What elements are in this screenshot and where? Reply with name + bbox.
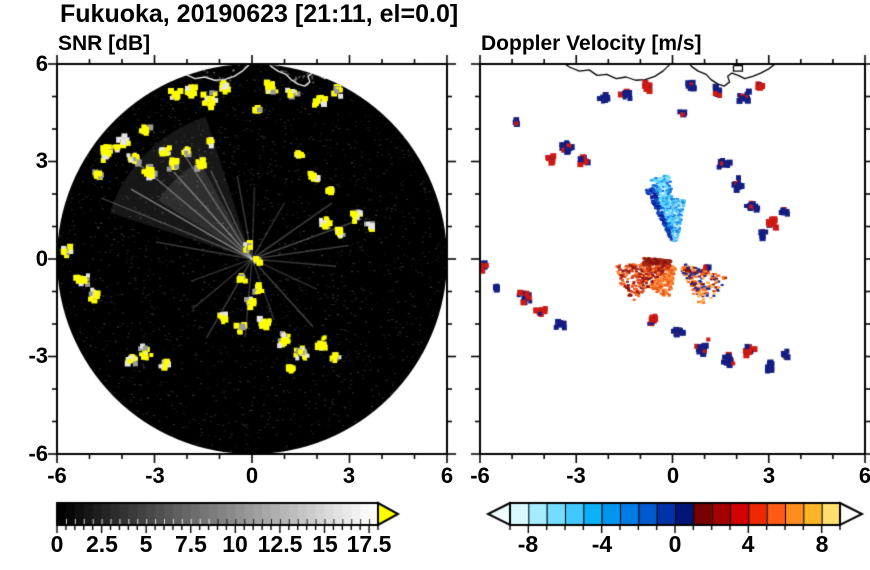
x-tick-label: 0 (245, 463, 259, 488)
y-tick-label: 3 (35, 148, 48, 173)
x-tick-label: -3 (145, 463, 165, 488)
velocity-panel-title: Doppler Velocity [m/s] (481, 32, 702, 55)
x-tick-label: -3 (566, 463, 586, 488)
snr-colorbar-label: 2.5 (86, 531, 118, 557)
velocity-colorbar-label: 8 (815, 531, 829, 557)
snr-colorbar-label: 15 (312, 531, 338, 557)
y-tick-label: 6 (35, 51, 48, 76)
velocity-colorbar-label: -4 (591, 531, 613, 557)
x-tick-label: 6 (440, 463, 454, 488)
velocity-colorbar-label: 4 (741, 531, 755, 557)
snr-colorbar-label: 12.5 (257, 531, 303, 557)
snr-colorbar-label: 5 (139, 531, 153, 557)
x-tick-label: 3 (762, 463, 776, 488)
x-tick-label: -6 (47, 463, 67, 488)
snr-colorbar-label: 7.5 (175, 531, 207, 557)
figure-title: Fukuoka, 20190623 [21:11, el=0.0] (60, 0, 459, 28)
x-tick-label: 0 (666, 463, 680, 488)
snr-colorbar-label: 0 (50, 531, 64, 557)
y-tick-label: -6 (28, 441, 48, 466)
snr-panel-title: SNR [dB] (58, 32, 151, 55)
velocity-colorbar-label: -8 (517, 531, 539, 557)
x-tick-label: 3 (342, 463, 356, 488)
snr-colorbar-label: 17.5 (346, 531, 392, 557)
y-tick-label: -3 (28, 343, 48, 368)
x-tick-label: 6 (858, 463, 870, 488)
y-tick-label: 0 (35, 246, 48, 271)
snr-colorbar-label: 10 (222, 531, 248, 557)
x-tick-label: -6 (470, 463, 490, 488)
velocity-colorbar-label: 0 (668, 531, 682, 557)
